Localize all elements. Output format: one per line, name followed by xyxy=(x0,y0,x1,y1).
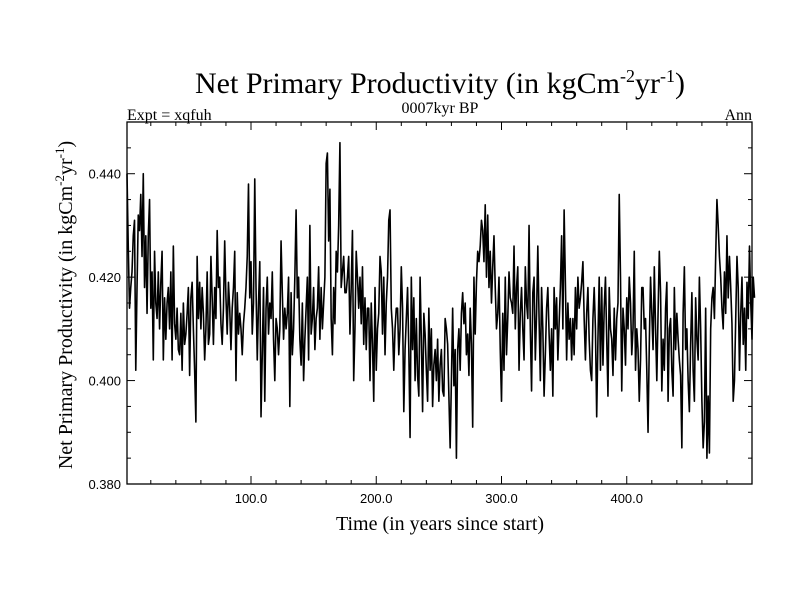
experiment-label: Expt = xqfuh xyxy=(127,107,212,124)
y-tick-label: 0.440 xyxy=(88,167,121,182)
y-axis-label: Net Primary Productivity (in kgCm-2yr-1) xyxy=(52,141,77,469)
x-tick-label: 100.0 xyxy=(235,491,268,506)
axis-ticks xyxy=(127,122,752,484)
season-label: Ann xyxy=(724,107,752,124)
y-tick-label: 0.400 xyxy=(88,374,121,389)
x-axis-label: Time (in years since start) xyxy=(336,513,544,535)
y-tick-label: 0.380 xyxy=(88,477,121,492)
npp-series-line xyxy=(126,141,756,459)
y-tick-label: 0.420 xyxy=(88,270,121,285)
x-tick-label: 300.0 xyxy=(485,491,518,506)
x-tick-label: 200.0 xyxy=(360,491,393,506)
period-label: 0007kyr BP xyxy=(402,100,479,117)
chart-title: Net Primary Productivity (in kgCm-2yr-1) xyxy=(195,66,685,100)
tick-labels: 100.0 200.0 300.0 400.0 0.380 0.400 0.420 0.440 xyxy=(88,167,643,506)
plot-frame xyxy=(126,121,753,485)
x-tick-label: 400.0 xyxy=(610,491,643,506)
